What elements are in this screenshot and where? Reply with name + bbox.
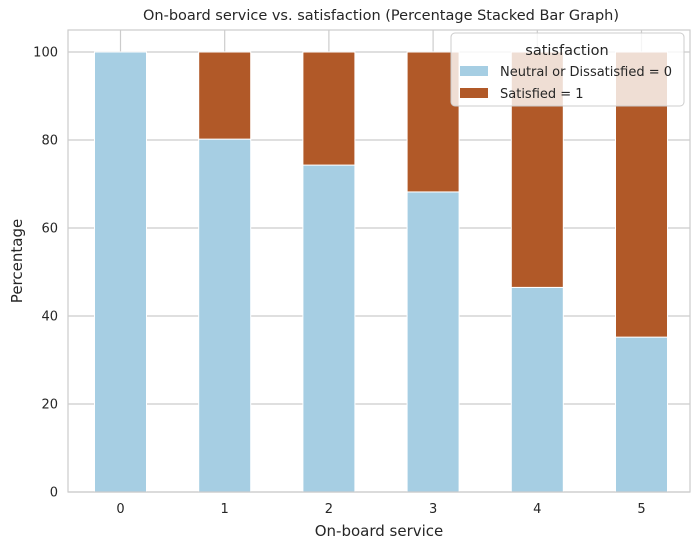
y-tick-label: 60 — [41, 222, 58, 237]
x-axis-label: On-board service — [315, 522, 444, 540]
legend-swatch-satisfied — [460, 88, 488, 98]
legend-label-neutral: Neutral or Dissatisfied = 0 — [500, 65, 672, 80]
x-tick-label: 4 — [533, 502, 541, 517]
y-axis-label: Percentage — [8, 219, 26, 303]
legend: satisfaction Neutral or Dissatisfied = 0… — [450, 32, 685, 107]
x-tick-label: 5 — [637, 502, 645, 517]
x-tick-label: 0 — [116, 502, 124, 517]
bar-segment-neutral — [510, 286, 564, 493]
x-tick-label: 1 — [221, 502, 229, 517]
bar-segment-satisfied — [406, 51, 460, 193]
bars — [94, 51, 668, 493]
bar-segment-neutral — [198, 138, 252, 493]
y-tick-label: 40 — [41, 310, 58, 325]
y-tick-label: 100 — [33, 46, 58, 61]
x-tick-label: 2 — [325, 502, 333, 517]
legend-swatch-neutral — [460, 66, 488, 76]
legend-box — [450, 32, 685, 107]
bar-segment-neutral — [406, 191, 460, 493]
y-tick-labels: 0 20 40 60 80 100 — [33, 46, 58, 501]
bar-segment-satisfied — [302, 51, 356, 166]
y-tick-label: 0 — [50, 486, 58, 501]
y-tick-label: 80 — [41, 134, 58, 149]
chart-title: On-board service vs. satisfaction (Perce… — [143, 8, 619, 24]
bar-segment-neutral — [94, 51, 147, 493]
legend-title: satisfaction — [525, 43, 608, 59]
plot-frame — [67, 29, 691, 493]
x-tick-label: 3 — [429, 502, 437, 517]
y-tick-label: 20 — [41, 398, 58, 413]
bar-segment-neutral — [302, 164, 356, 493]
bar-segment-satisfied — [198, 51, 252, 140]
legend-label-satisfied: Satisfied = 1 — [500, 87, 584, 102]
bar-segment-neutral — [615, 336, 668, 493]
x-tick-labels: 0 1 2 3 4 5 — [116, 502, 645, 517]
